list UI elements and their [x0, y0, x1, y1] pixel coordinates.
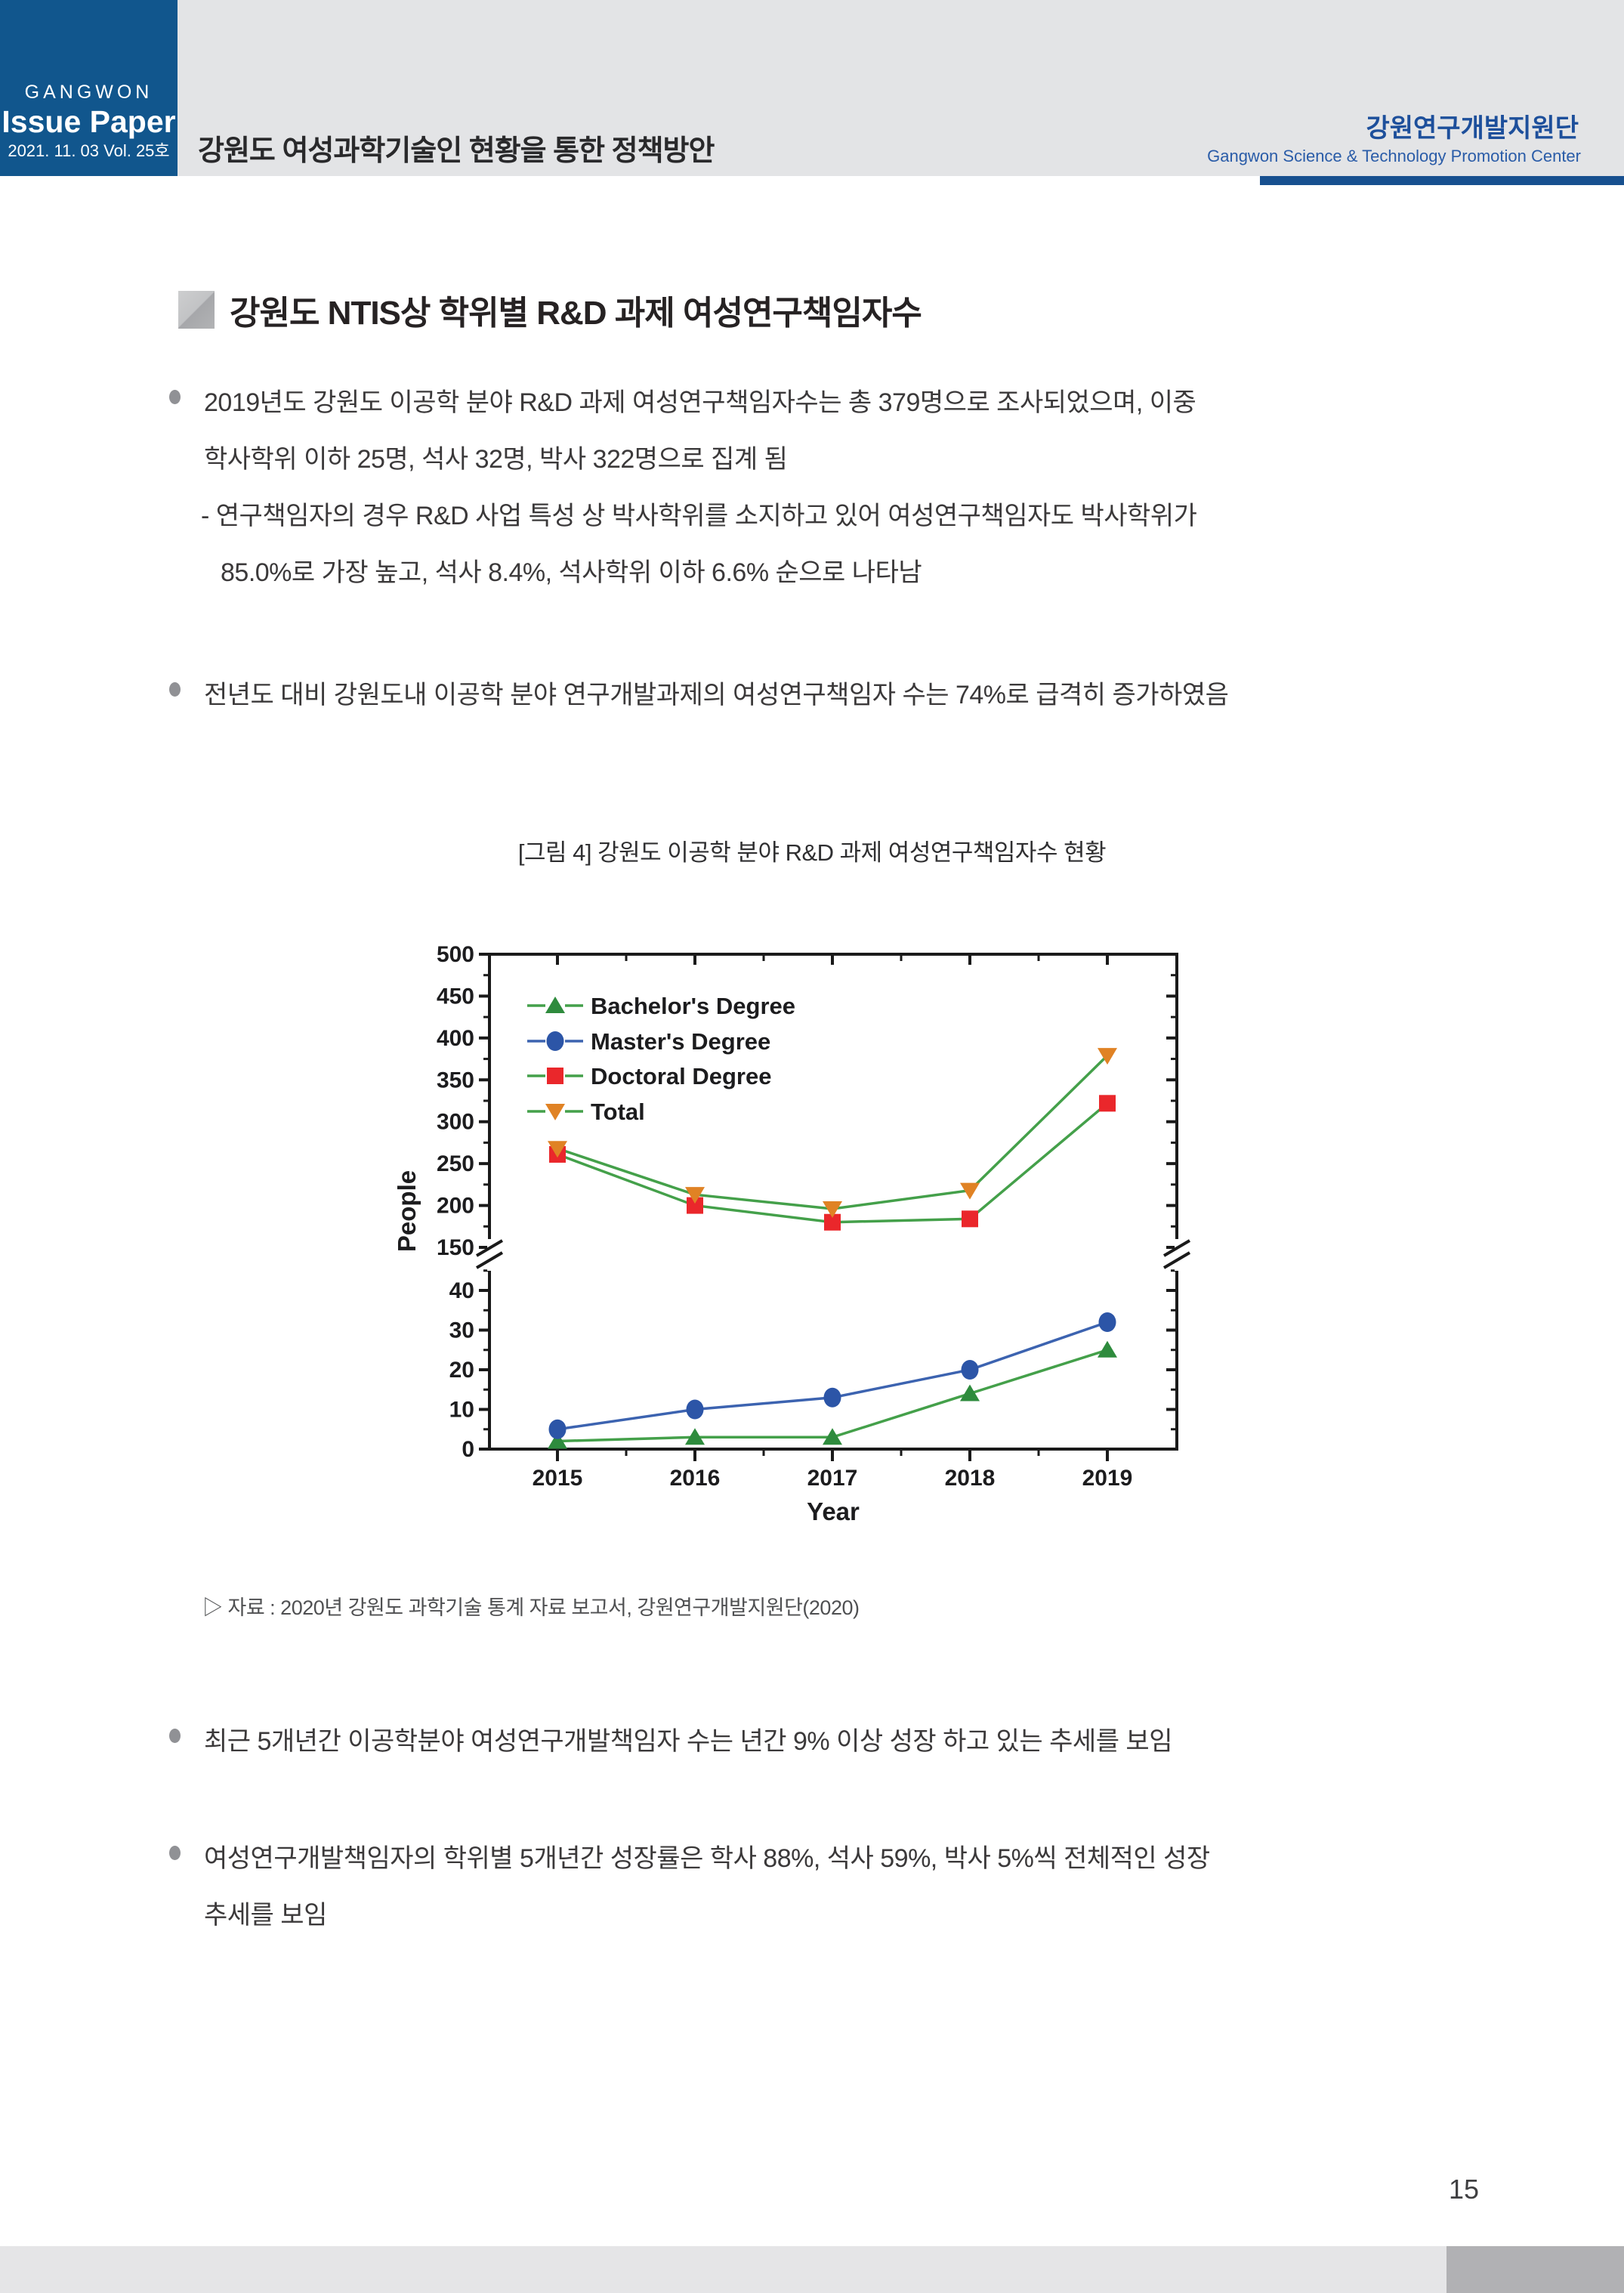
y-tick-label: 20: [449, 1358, 474, 1383]
bullet-icon: [169, 1846, 181, 1860]
y-tick-label: 250: [437, 1151, 474, 1176]
organization-name-en: Gangwon Science & Technology Promotion C…: [1207, 147, 1581, 165]
bullet-1-subline-1: - 연구책임자의 경우 R&D 사업 특성 상 박사학위를 소지하고 있어 여성…: [201, 502, 1197, 530]
triangle-down-marker: [548, 1141, 567, 1158]
legend-label: Total: [591, 1099, 645, 1125]
brand-org: GANGWON: [24, 82, 153, 103]
document-title: 강원도 여성과학기술인 현황을 통한 정책방안: [198, 135, 715, 167]
figure-chart: 500 450 400 350 300 250 200 150 40 30 20 10 0 2015 201…: [393, 929, 1239, 1564]
bullet-icon: [169, 1729, 181, 1743]
circle-marker: [686, 1399, 704, 1420]
header-band: GANGWON Issue Paper 2021. 11. 03 Vol. 25…: [0, 0, 1624, 176]
triangle-down-marker: [1098, 1048, 1117, 1065]
y-tick-label: 300: [437, 1110, 474, 1135]
organization-name-kr: 강원연구개발지원단: [1366, 114, 1579, 143]
x-tick-label: 2015: [533, 1466, 583, 1491]
y-tick-label: 350: [437, 1068, 474, 1092]
square-marker: [962, 1210, 978, 1228]
square-marker: [1099, 1095, 1116, 1112]
circle-marker: [546, 1031, 564, 1051]
bullet-4-line-1: 여성연구개발책임자의 학위별 5개년간 성장률은 학사 88%, 석사 59%,…: [204, 1844, 1210, 1873]
axis-break-gap: [1175, 1239, 1179, 1271]
triangle-up-marker: [545, 997, 565, 1013]
y-tick-label: 40: [449, 1278, 474, 1303]
triangle-up-marker: [1098, 1340, 1117, 1358]
square-marker: [687, 1197, 703, 1214]
section-square-icon: [178, 291, 215, 329]
brand-issue-date: 2021. 11. 03 Vol. 25호: [8, 141, 170, 160]
y-tick-label: 450: [437, 984, 474, 1009]
legend-label: Master's Degree: [591, 1028, 770, 1055]
bullet-1-line-1: 2019년도 강원도 이공학 분야 R&D 과제 여성연구책임자수는 총 379…: [204, 388, 1196, 417]
triangle-up-marker: [548, 1432, 567, 1449]
y-axis-title: People: [393, 1170, 421, 1252]
brand-product: Issue Paper: [2, 104, 176, 139]
bullet-icon: [169, 682, 181, 697]
axis-break-gap: [487, 1239, 492, 1271]
triangle-down-marker: [823, 1201, 842, 1219]
triangle-down-marker: [960, 1182, 980, 1200]
axis-break-slash: [1162, 1239, 1191, 1257]
y-tick-label: 30: [449, 1318, 474, 1343]
footer-bar-light: [0, 2246, 1446, 2293]
brand-logo-box: GANGWON Issue Paper 2021. 11. 03 Vol. 25…: [0, 0, 178, 176]
bullet-3: 최근 5개년간 이공학분야 여성연구개발책임자 수는 년간 9% 이상 성장 하…: [204, 1727, 1172, 1756]
axis-break-slash: [1162, 1251, 1191, 1269]
figure-source: ▷ 자료 : 2020년 강원도 과학기술 통계 자료 보고서, 강원연구개발지…: [202, 1596, 860, 1619]
x-tick-label: 2018: [945, 1466, 996, 1491]
x-tick-label: 2017: [807, 1466, 858, 1491]
legend-label: Doctoral Degree: [591, 1063, 771, 1089]
x-tick-label: 2019: [1082, 1466, 1133, 1491]
figure-caption: [그림 4] 강원도 이공학 분야 R&D 과제 여성연구책임자수 현황: [517, 839, 1107, 866]
page-number: 15: [1449, 2174, 1480, 2205]
footer-bar-dark: [1446, 2246, 1624, 2293]
bullet-4-line-2: 추세를 보임: [204, 1901, 327, 1930]
triangle-down-marker: [545, 1104, 565, 1120]
triangle-down-marker: [685, 1187, 705, 1204]
bullet-1-subline-2: 85.0%로 가장 높고, 석사 8.4%, 석사학위 이하 6.6% 순으로 …: [221, 558, 922, 587]
circle-marker: [823, 1387, 841, 1408]
section-title: 강원도 NTIS상 학위별 R&D 과제 여성연구책임자수: [230, 295, 922, 332]
bullet-2: 전년도 대비 강원도내 이공학 분야 연구개발과제의 여성연구책임자 수는 74…: [204, 681, 1229, 709]
bullet-1-line-2: 학사학위 이하 25명, 석사 32명, 박사 322명으로 집계 됨: [204, 445, 788, 474]
y-tick-label: 200: [437, 1194, 474, 1219]
y-tick-label: 500: [437, 942, 474, 967]
bullet-icon: [169, 390, 181, 404]
circle-marker: [548, 1419, 567, 1439]
square-marker: [824, 1213, 841, 1231]
y-tick-label: 10: [449, 1398, 474, 1423]
axis-break-slash: [475, 1251, 504, 1269]
section-heading: 강원도 NTIS상 학위별 R&D 과제 여성연구책임자수: [178, 286, 922, 334]
triangle-up-marker: [823, 1428, 842, 1445]
triangle-up-marker: [685, 1428, 705, 1445]
header-accent-bar: [1260, 176, 1624, 185]
square-marker: [547, 1068, 563, 1084]
circle-marker: [1098, 1312, 1116, 1332]
y-tick-label: 400: [437, 1026, 474, 1051]
legend-label: Bachelor's Degree: [591, 993, 795, 1019]
x-axis-title: Year: [807, 1497, 860, 1525]
axis-break-slash: [475, 1239, 504, 1257]
triangle-up-marker: [960, 1384, 980, 1401]
line-chart-svg: 500 450 400 350 300 250 200 150 40 30 20 10 0 2015 201…: [393, 942, 1191, 1525]
y-tick-label: 150: [437, 1235, 474, 1260]
x-tick-label: 2016: [670, 1466, 721, 1491]
y-tick-label: 0: [462, 1437, 474, 1462]
circle-marker: [961, 1360, 979, 1380]
